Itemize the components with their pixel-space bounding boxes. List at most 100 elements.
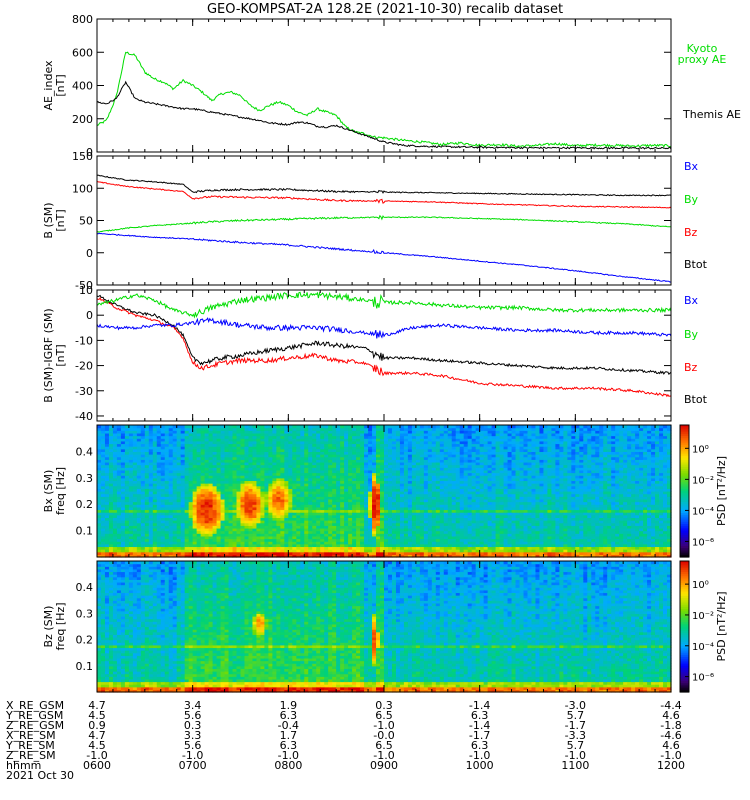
heatmap-cell bbox=[180, 430, 186, 434]
heatmap-cell bbox=[160, 504, 166, 508]
heatmap-cell bbox=[128, 427, 134, 431]
heatmap-cell bbox=[168, 551, 174, 555]
heatmap-cell bbox=[168, 493, 174, 497]
heatmap-cell bbox=[216, 485, 222, 489]
heatmap-cell bbox=[148, 475, 154, 479]
heatmap-cell bbox=[132, 430, 138, 434]
heatmap-cell bbox=[188, 467, 194, 471]
heatmap-cell bbox=[112, 475, 118, 479]
heatmap-cell bbox=[128, 525, 134, 529]
heatmap-cell bbox=[144, 517, 150, 521]
heatmap-cell bbox=[156, 459, 162, 463]
heatmap-cell bbox=[160, 549, 166, 553]
heatmap-cell bbox=[172, 461, 178, 466]
heatmap-cell bbox=[200, 483, 206, 487]
heatmap-cell bbox=[212, 525, 218, 529]
heatmap-cell bbox=[140, 501, 146, 505]
heatmap-cell bbox=[196, 432, 202, 437]
heatmap-cell bbox=[136, 517, 142, 521]
heatmap-cell bbox=[180, 504, 186, 508]
heatmap-cell bbox=[100, 520, 106, 524]
heatmap-cell bbox=[164, 498, 170, 503]
heatmap-cell bbox=[204, 432, 210, 437]
heatmap-cell bbox=[204, 491, 210, 495]
heatmap-cell bbox=[172, 506, 178, 511]
heatmap-cell bbox=[200, 464, 206, 468]
heatmap-cell bbox=[128, 451, 134, 455]
heatmap-cell bbox=[164, 504, 170, 508]
heatmap-cell bbox=[188, 469, 194, 474]
heatmap-cell bbox=[200, 438, 206, 442]
heatmap-cell bbox=[152, 451, 158, 455]
heatmap-cell bbox=[97, 464, 102, 468]
heatmap-cell bbox=[176, 472, 182, 476]
heatmap-cell bbox=[116, 527, 122, 532]
heatmap-cell bbox=[116, 530, 122, 534]
y-axis-label: B (SM) bbox=[42, 202, 55, 238]
heatmap-cell bbox=[108, 467, 114, 471]
heatmap-cell bbox=[152, 430, 158, 434]
heatmap-cell bbox=[116, 533, 122, 537]
heatmap-cell bbox=[116, 541, 122, 545]
heatmap-cell bbox=[116, 477, 122, 482]
heatmap-cell bbox=[196, 491, 202, 495]
heatmap-cell bbox=[156, 520, 162, 524]
heatmap-cell bbox=[212, 435, 218, 439]
heatmap-cell bbox=[172, 430, 178, 434]
heatmap-cell bbox=[156, 538, 162, 542]
heatmap-cell bbox=[140, 432, 146, 437]
heatmap-cell bbox=[108, 464, 114, 468]
heatmap-cell bbox=[124, 525, 130, 529]
heatmap-cell bbox=[156, 425, 162, 429]
heatmap-cell bbox=[144, 538, 150, 542]
y-tick-label: 200 bbox=[72, 113, 93, 126]
heatmap-cell bbox=[116, 491, 122, 495]
heatmap-cell bbox=[140, 461, 146, 466]
heatmap-cell bbox=[176, 496, 182, 500]
heatmap-cell bbox=[152, 525, 158, 529]
heatmap-cell bbox=[108, 475, 114, 479]
heatmap-cell bbox=[120, 525, 126, 529]
heatmap-cell bbox=[156, 514, 162, 518]
heatmap-cell bbox=[128, 456, 134, 460]
heatmap-cell bbox=[124, 522, 130, 526]
heatmap-cell bbox=[188, 461, 194, 466]
heatmap-cell bbox=[172, 535, 178, 540]
heatmap-cell bbox=[124, 506, 130, 511]
heatmap-cell bbox=[132, 549, 138, 553]
heatmap-cell bbox=[152, 440, 158, 445]
heatmap-cell bbox=[196, 517, 202, 521]
heatmap-cell bbox=[140, 435, 146, 439]
heatmap-cell bbox=[192, 541, 198, 545]
heatmap-cell bbox=[124, 530, 130, 534]
heatmap-cell bbox=[204, 488, 210, 492]
heatmap-cell bbox=[216, 504, 222, 508]
heatmap-cell bbox=[136, 432, 142, 437]
heatmap-cell bbox=[220, 454, 226, 458]
heatmap-cell bbox=[97, 514, 102, 518]
heatmap-cell bbox=[148, 469, 154, 474]
heatmap-cell bbox=[204, 438, 210, 442]
heatmap-cell bbox=[196, 456, 202, 460]
heatmap-cell bbox=[116, 446, 122, 450]
heatmap-cell bbox=[124, 527, 130, 532]
heatmap-cell bbox=[152, 467, 158, 471]
heatmap-cell bbox=[184, 435, 190, 439]
heatmap-cell bbox=[216, 456, 222, 460]
heatmap-cell bbox=[172, 530, 178, 534]
heatmap-cell bbox=[168, 485, 174, 489]
heatmap-cell bbox=[97, 491, 102, 495]
heatmap-cell bbox=[97, 425, 102, 429]
heatmap-cell bbox=[204, 469, 210, 474]
heatmap-cell bbox=[184, 504, 190, 508]
heatmap-cell bbox=[176, 543, 182, 548]
heatmap-cell bbox=[216, 527, 222, 532]
y-tick-label: 50 bbox=[79, 215, 93, 228]
heatmap-cell bbox=[180, 456, 186, 460]
heatmap-cell bbox=[100, 525, 106, 529]
heatmap-cell bbox=[120, 427, 126, 431]
heatmap-cell bbox=[220, 461, 226, 466]
heatmap-cell bbox=[200, 469, 206, 474]
figure-title: GEO-KOMPSAT-2A 128.2E (2021-10-30) recal… bbox=[207, 2, 563, 17]
